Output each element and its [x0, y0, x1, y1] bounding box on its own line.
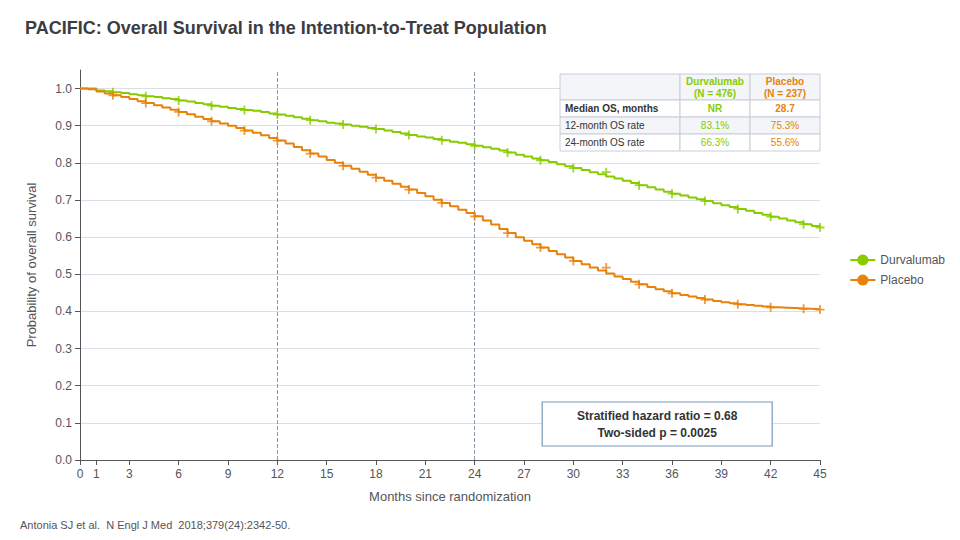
svg-text:9: 9: [225, 467, 232, 481]
svg-text:0.7: 0.7: [55, 193, 72, 207]
svg-text:42: 42: [764, 467, 778, 481]
svg-text:0.3: 0.3: [55, 342, 72, 356]
svg-text:Months since randomization: Months since randomization: [369, 489, 531, 504]
svg-text:0.2: 0.2: [55, 379, 72, 393]
svg-text:12-month OS rate: 12-month OS rate: [565, 120, 645, 131]
svg-text:15: 15: [320, 467, 334, 481]
svg-text:66.3%: 66.3%: [701, 137, 729, 148]
svg-text:0.0: 0.0: [55, 453, 72, 467]
svg-text:0.5: 0.5: [55, 267, 72, 281]
svg-text:55.6%: 55.6%: [771, 137, 799, 148]
svg-text:Two-sided p = 0.0025: Two-sided p = 0.0025: [597, 426, 717, 440]
svg-text:1: 1: [93, 467, 100, 481]
svg-text:Median OS, months: Median OS, months: [565, 103, 659, 114]
svg-text:(N = 476): (N = 476): [694, 88, 736, 99]
svg-text:12: 12: [271, 467, 285, 481]
svg-text:36: 36: [665, 467, 679, 481]
svg-text:0.1: 0.1: [55, 416, 72, 430]
svg-text:39: 39: [715, 467, 729, 481]
svg-text:83.1%: 83.1%: [701, 120, 729, 131]
svg-text:24: 24: [468, 467, 482, 481]
svg-text:6: 6: [175, 467, 182, 481]
svg-text:Antonia SJ et al. N Engl J Me: Antonia SJ et al. N Engl J Med 2018;379(…: [20, 519, 290, 531]
svg-text:30: 30: [567, 467, 581, 481]
svg-text:Durvalumab: Durvalumab: [686, 76, 744, 87]
svg-text:21: 21: [419, 467, 433, 481]
svg-text:45: 45: [813, 467, 827, 481]
svg-text:24-month OS rate: 24-month OS rate: [565, 137, 645, 148]
svg-text:Durvalumab: Durvalumab: [880, 253, 945, 267]
svg-text:Placebo: Placebo: [880, 273, 924, 287]
svg-text:Probability of overall surviva: Probability of overall survival: [24, 183, 39, 348]
svg-text:0: 0: [77, 467, 84, 481]
svg-text:75.3%: 75.3%: [771, 120, 799, 131]
svg-text:0.9: 0.9: [55, 119, 72, 133]
svg-text:28.7: 28.7: [775, 103, 795, 114]
svg-text:(N = 237): (N = 237): [764, 88, 806, 99]
svg-text:NR: NR: [708, 103, 723, 114]
svg-text:0.6: 0.6: [55, 230, 72, 244]
svg-text:27: 27: [517, 467, 531, 481]
svg-text:Placebo: Placebo: [766, 76, 804, 87]
svg-text:0.8: 0.8: [55, 156, 72, 170]
svg-text:1.0: 1.0: [55, 82, 72, 96]
svg-text:PACIFIC: Overall Survival in t: PACIFIC: Overall Survival in the Intenti…: [25, 18, 547, 38]
svg-text:0.4: 0.4: [55, 304, 72, 318]
svg-text:18: 18: [369, 467, 383, 481]
svg-text:Stratified hazard ratio = 0.68: Stratified hazard ratio = 0.68: [577, 409, 738, 423]
svg-text:33: 33: [616, 467, 630, 481]
svg-text:3: 3: [126, 467, 133, 481]
